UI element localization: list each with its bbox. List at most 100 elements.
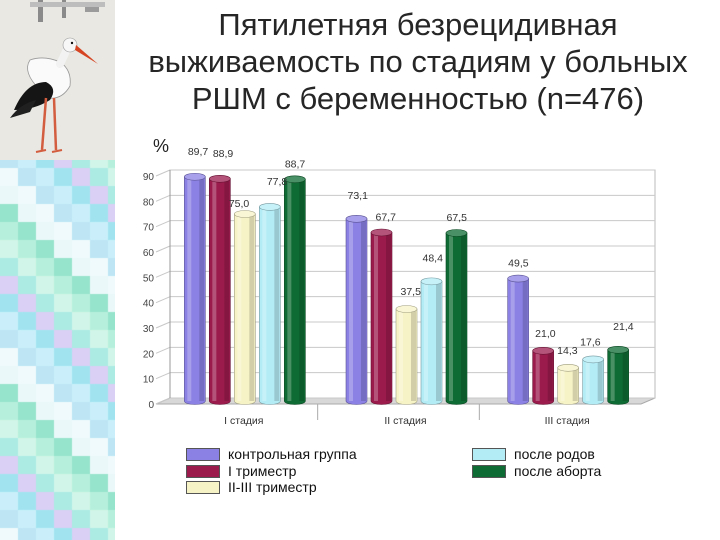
bar-top — [284, 175, 306, 184]
legend-swatch-trimester-1 — [186, 464, 220, 478]
y-tick-label: 90 — [143, 172, 155, 183]
legend-swatch-control — [186, 448, 220, 461]
bar-shadow — [199, 176, 205, 401]
data-label: 21,0 — [535, 328, 556, 340]
data-label: 67,7 — [376, 211, 397, 223]
bar — [532, 346, 554, 405]
bar — [445, 229, 468, 405]
y-tick-label: 20 — [143, 349, 155, 360]
data-label: 21,4 — [613, 321, 634, 333]
bar-shadow — [274, 206, 280, 401]
bar-shadow — [224, 178, 230, 401]
y-tick-label: 70 — [143, 223, 155, 234]
bar — [259, 203, 281, 405]
bar-top — [420, 277, 443, 286]
gridline-side — [155, 245, 171, 253]
category-label: I стадия — [224, 415, 263, 427]
bar-top — [184, 172, 206, 181]
bar-highlight — [585, 359, 590, 401]
data-label: 37,5 — [401, 286, 422, 298]
data-label: 67,5 — [447, 212, 468, 224]
y-tick-label: 50 — [143, 273, 155, 284]
title-line-1: Пятилетняя безрецидивная — [218, 7, 618, 42]
data-label: 77,8 — [267, 176, 288, 188]
bar-shadow — [436, 281, 441, 401]
bar-shadow — [386, 232, 391, 401]
data-label: 88,9 — [213, 148, 234, 160]
bar-shadow — [299, 179, 305, 401]
bar-top — [607, 345, 629, 354]
stork-picture — [0, 0, 115, 160]
bar — [234, 210, 256, 405]
gridline-side — [155, 372, 171, 380]
gridline-side — [155, 346, 171, 354]
bar-highlight — [424, 281, 428, 401]
bar-top — [582, 355, 604, 364]
title-line-2: выживаемость по стадиям у больных — [148, 44, 688, 79]
legend-label-trimester-1: I триместр — [228, 462, 297, 479]
bar-top — [507, 274, 529, 283]
legend-label-after-abortion: после аборта — [514, 462, 602, 479]
legend-swatch-after-abortion — [472, 464, 506, 478]
data-label: 48,4 — [423, 252, 444, 264]
bar-highlight — [287, 179, 292, 401]
category-label: III стадия — [545, 415, 590, 427]
bar-shadow — [461, 233, 466, 401]
bar-highlight — [510, 278, 515, 401]
bar-highlight — [535, 350, 540, 401]
data-label: 75,0 — [229, 198, 250, 210]
bar-top — [395, 305, 418, 313]
plot-area: 0 10 20 30 40 50 60 70 80 90 89,7 88,9 75,0 77,8 88,7 I… — [143, 146, 656, 427]
bar-shadow — [622, 349, 628, 401]
bar-highlight — [399, 309, 403, 401]
bar — [284, 175, 306, 405]
gridline-side — [155, 220, 171, 228]
legend-label-after-birth: после родов — [514, 446, 595, 462]
bar-shadow — [411, 309, 416, 401]
bar-highlight — [262, 206, 267, 401]
y-axis-label: % — [153, 136, 169, 156]
data-label: 14,3 — [557, 345, 578, 357]
bar-highlight — [560, 367, 565, 401]
category-label: II стадия — [384, 415, 426, 427]
bar-top — [445, 229, 468, 237]
bar-top — [557, 363, 579, 372]
bar-highlight — [610, 349, 615, 401]
bar-shadow — [572, 367, 578, 401]
bar — [370, 228, 393, 405]
bar-top — [209, 174, 231, 183]
bar — [184, 172, 206, 405]
gridline-side — [155, 321, 171, 329]
data-label: 73,1 — [348, 190, 369, 202]
data-label: 89,7 — [188, 146, 209, 158]
legend-label-control: контрольная группа — [228, 446, 357, 462]
bar-top — [259, 203, 281, 211]
legend-label-trimester-2-3: II-III триместр — [228, 479, 317, 495]
bar-highlight — [187, 176, 192, 401]
bar — [345, 215, 368, 405]
bar-highlight — [237, 214, 242, 401]
bar — [395, 305, 418, 405]
bar — [557, 363, 579, 405]
y-tick-label: 10 — [143, 375, 155, 386]
data-label: 17,6 — [580, 336, 601, 348]
data-label: 49,5 — [508, 258, 529, 270]
y-tick-label: 0 — [148, 400, 154, 411]
title-line-3: РШМ с беременностью (n=476) — [191, 81, 645, 116]
gridline-side — [155, 169, 171, 177]
bar-shadow — [522, 278, 528, 401]
bar-shadow — [597, 359, 603, 401]
bar — [507, 274, 529, 405]
data-label: 88,7 — [285, 158, 306, 170]
gridline-side — [155, 296, 171, 304]
bar-highlight — [349, 218, 353, 401]
gridline-side — [155, 194, 171, 202]
bar — [607, 345, 629, 405]
bar-top — [370, 228, 393, 237]
bar-highlight — [212, 178, 217, 401]
legend-swatch-trimester-2-3 — [186, 481, 220, 494]
bar-shadow — [361, 218, 366, 401]
bar-highlight — [374, 232, 378, 401]
bar — [209, 174, 231, 405]
